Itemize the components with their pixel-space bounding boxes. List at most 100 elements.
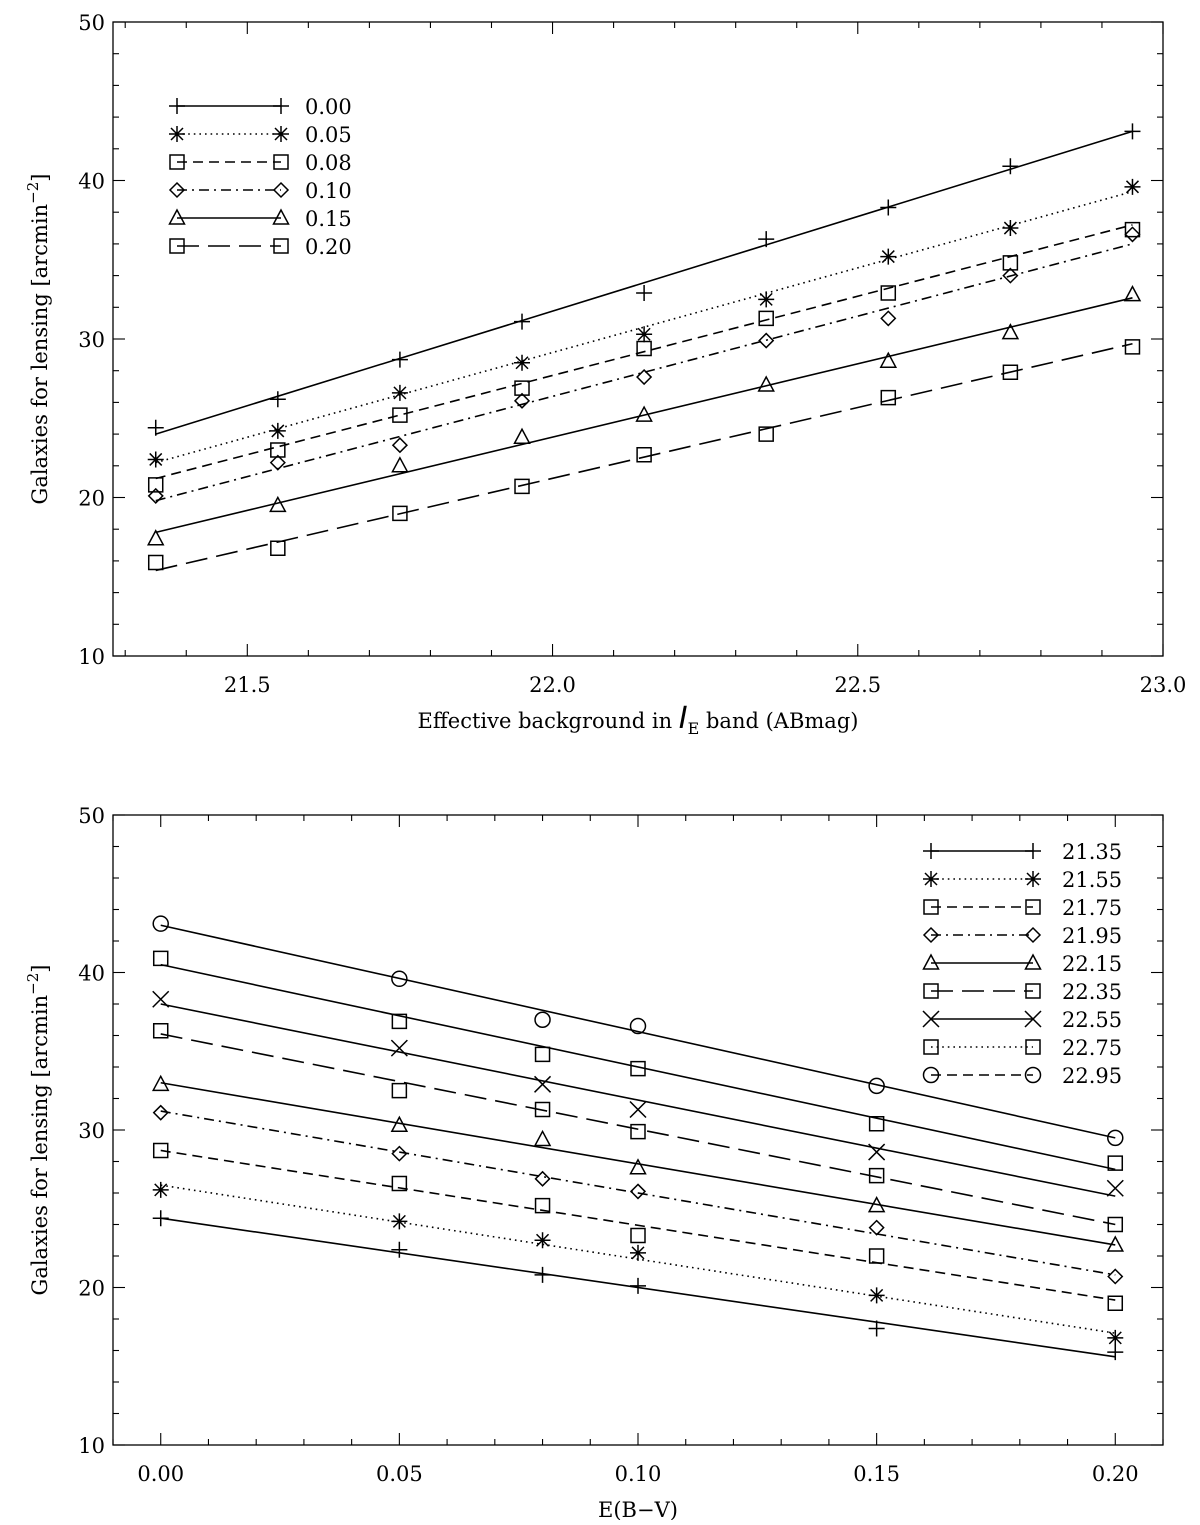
legend-label: 22.15 bbox=[1062, 952, 1122, 976]
legend-label: 0.15 bbox=[305, 207, 352, 231]
series-22.55 bbox=[152, 990, 1124, 1197]
data-point-21.35 bbox=[391, 1241, 408, 1258]
legend-marker bbox=[1024, 1066, 1042, 1084]
legend-marker bbox=[923, 983, 939, 999]
fit-line-0.00 bbox=[155, 130, 1133, 435]
legend-marker bbox=[273, 126, 289, 142]
data-point-21.55 bbox=[868, 1287, 885, 1304]
data-point-0.00 bbox=[1002, 158, 1019, 175]
data-point-21.35 bbox=[152, 1210, 169, 1227]
legend-marker bbox=[923, 871, 939, 887]
legend-entry-0.10: 0.10 bbox=[168, 179, 352, 203]
series-21.95 bbox=[152, 1104, 1124, 1285]
data-point-22.55 bbox=[1106, 1179, 1124, 1197]
data-point-0.05 bbox=[1124, 178, 1141, 195]
data-point-0.10 bbox=[758, 332, 775, 349]
data-point-22.75 bbox=[534, 1046, 551, 1063]
data-point-21.75 bbox=[868, 1248, 885, 1264]
data-point-0.15 bbox=[1123, 285, 1142, 302]
legend-label: 22.35 bbox=[1062, 980, 1122, 1004]
data-point-0.15 bbox=[757, 375, 775, 392]
series-0.15 bbox=[146, 285, 1142, 546]
data-point-0.15 bbox=[146, 529, 165, 546]
x-axis-label: Effective background in IE band (ABmag) bbox=[418, 701, 859, 738]
series-22.95 bbox=[152, 915, 1124, 1147]
data-point-0.10 bbox=[269, 454, 286, 471]
legend-entry-0.15: 0.15 bbox=[168, 207, 352, 231]
data-point-22.15 bbox=[390, 1115, 409, 1133]
x-tick-label: 0.20 bbox=[1092, 1462, 1139, 1486]
legend-entry-22.75: 22.75 bbox=[923, 1036, 1122, 1060]
y-tick-label: 10 bbox=[78, 1434, 105, 1458]
data-point-21.95 bbox=[534, 1170, 551, 1187]
data-point-0.08 bbox=[270, 442, 286, 458]
data-point-21.55 bbox=[1107, 1329, 1124, 1346]
legend-entry-21.75: 21.75 bbox=[923, 896, 1122, 920]
data-point-22.15 bbox=[151, 1074, 170, 1092]
legend-label: 0.20 bbox=[305, 235, 352, 259]
data-point-0.10 bbox=[391, 437, 408, 454]
legend-marker bbox=[1025, 1039, 1041, 1055]
data-point-0.05 bbox=[269, 422, 286, 439]
data-point-0.05 bbox=[391, 384, 408, 401]
fit-line-0.20 bbox=[155, 342, 1133, 572]
legend-label: 0.10 bbox=[305, 179, 352, 203]
legend-marker bbox=[1025, 983, 1041, 999]
legend-entry-22.95: 22.95 bbox=[922, 1064, 1122, 1088]
legend-marker bbox=[169, 238, 185, 254]
data-point-0.20 bbox=[392, 505, 408, 522]
legend-marker bbox=[169, 154, 185, 170]
data-point-22.75 bbox=[868, 1115, 885, 1132]
legend-marker bbox=[273, 154, 289, 170]
legend-marker bbox=[923, 843, 939, 859]
data-point-0.05 bbox=[758, 291, 775, 308]
legend-label: 0.00 bbox=[305, 95, 352, 119]
series-21.75 bbox=[152, 1142, 1124, 1311]
y-tick-label: 50 bbox=[78, 11, 105, 35]
data-point-22.35 bbox=[630, 1123, 646, 1140]
series-22.15 bbox=[151, 1074, 1125, 1252]
data-point-0.15 bbox=[635, 405, 653, 422]
y-tick-label: 40 bbox=[78, 170, 105, 194]
legend-marker bbox=[169, 126, 185, 142]
data-point-22.55 bbox=[152, 990, 170, 1008]
y-tick-label: 30 bbox=[78, 1119, 105, 1143]
data-point-0.20 bbox=[270, 540, 286, 556]
legend-entry-22.55: 22.55 bbox=[922, 1008, 1122, 1032]
legend-label: 21.55 bbox=[1062, 868, 1122, 892]
legend-label: 22.55 bbox=[1062, 1008, 1122, 1032]
legend-label: 22.75 bbox=[1062, 1036, 1122, 1060]
data-point-22.75 bbox=[391, 1013, 408, 1030]
x-tick-label: 23.0 bbox=[1140, 673, 1187, 697]
y-tick-label: 50 bbox=[78, 804, 105, 828]
fit-line-22.75 bbox=[160, 963, 1116, 1171]
legend-entry-21.35: 21.35 bbox=[923, 840, 1122, 864]
data-point-21.55 bbox=[152, 1181, 169, 1198]
legend-marker bbox=[168, 181, 186, 199]
legend-marker bbox=[168, 208, 186, 225]
tick-marks bbox=[113, 21, 1164, 657]
fit-line-22.55 bbox=[160, 1003, 1116, 1197]
data-point-21.95 bbox=[152, 1104, 169, 1121]
series-0.08 bbox=[147, 221, 1141, 493]
data-point-0.08 bbox=[1002, 255, 1019, 271]
data-point-21.75 bbox=[391, 1175, 408, 1192]
data-point-21.55 bbox=[534, 1232, 551, 1249]
data-point-0.10 bbox=[1002, 267, 1019, 284]
fit-line-22.95 bbox=[160, 924, 1116, 1139]
data-point-0.15 bbox=[1001, 323, 1020, 340]
data-point-22.15 bbox=[629, 1158, 647, 1175]
data-point-21.75 bbox=[630, 1227, 646, 1244]
data-point-0.20 bbox=[1002, 364, 1019, 381]
data-point-22.75 bbox=[630, 1060, 646, 1077]
y-axis-label: Galaxies for lensing [arcmin−2] bbox=[24, 174, 52, 505]
series-21.35 bbox=[152, 1210, 1124, 1361]
legend-marker bbox=[922, 1066, 940, 1084]
data-point-22.35 bbox=[391, 1082, 408, 1099]
data-point-0.00 bbox=[758, 231, 775, 248]
legend-marker bbox=[922, 926, 940, 944]
legend-marker bbox=[923, 899, 939, 915]
legend-label: 22.95 bbox=[1062, 1064, 1122, 1088]
